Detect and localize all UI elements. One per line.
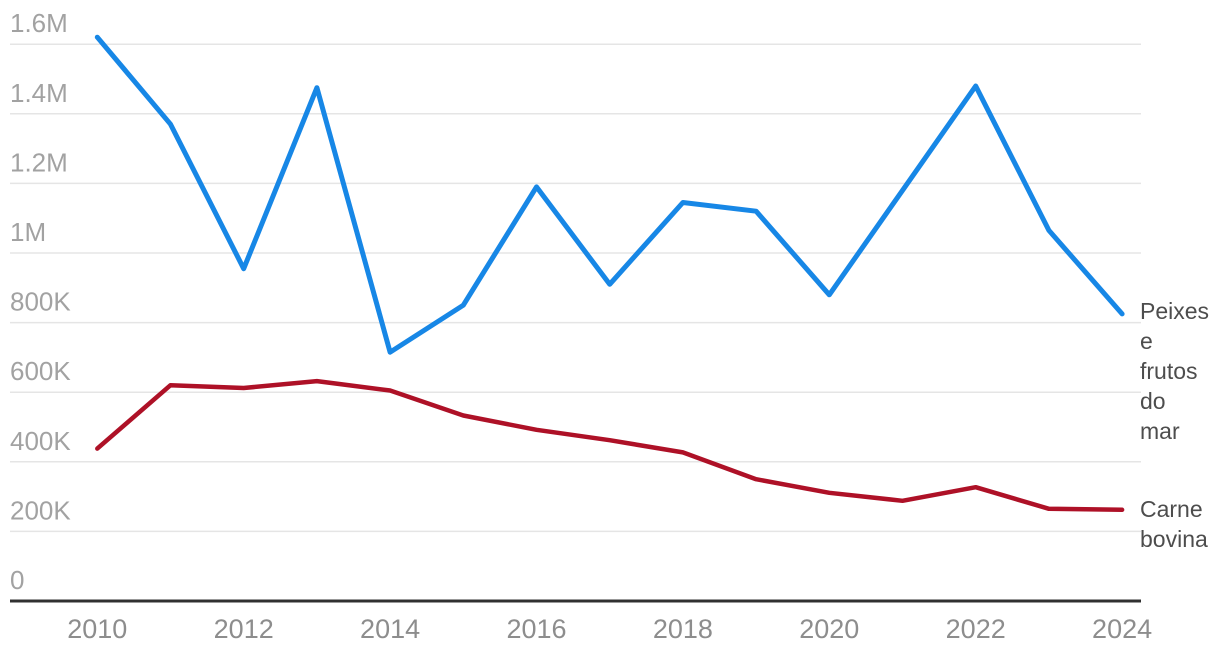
y-tick-label: 600K <box>10 356 71 386</box>
y-tick-label: 1M <box>10 217 46 247</box>
x-tick-label: 2022 <box>946 614 1006 644</box>
x-tick-label: 2010 <box>67 614 127 644</box>
y-tick-label: 1.2M <box>10 147 68 177</box>
y-tick-label: 800K <box>10 287 71 317</box>
series-label: Peixes e frutos do mar <box>1140 298 1210 444</box>
y-tick-label: 0 <box>10 565 24 595</box>
series-label: Carne bovina <box>1140 496 1208 552</box>
y-tick-label: 1.6M <box>10 8 68 38</box>
x-tick-label: 2020 <box>799 614 859 644</box>
series-line-1 <box>94 34 1125 355</box>
y-tick-label: 200K <box>10 495 71 525</box>
series-line-2 <box>95 378 1125 513</box>
x-tick-label: 2012 <box>214 614 274 644</box>
x-tick-label: 2014 <box>360 614 420 644</box>
y-tick-label: 400K <box>10 426 71 456</box>
x-tick-label: 2016 <box>506 614 566 644</box>
x-tick-label: 2018 <box>653 614 713 644</box>
y-tick-label: 1.4M <box>10 78 68 108</box>
x-tick-label: 2024 <box>1092 614 1152 644</box>
